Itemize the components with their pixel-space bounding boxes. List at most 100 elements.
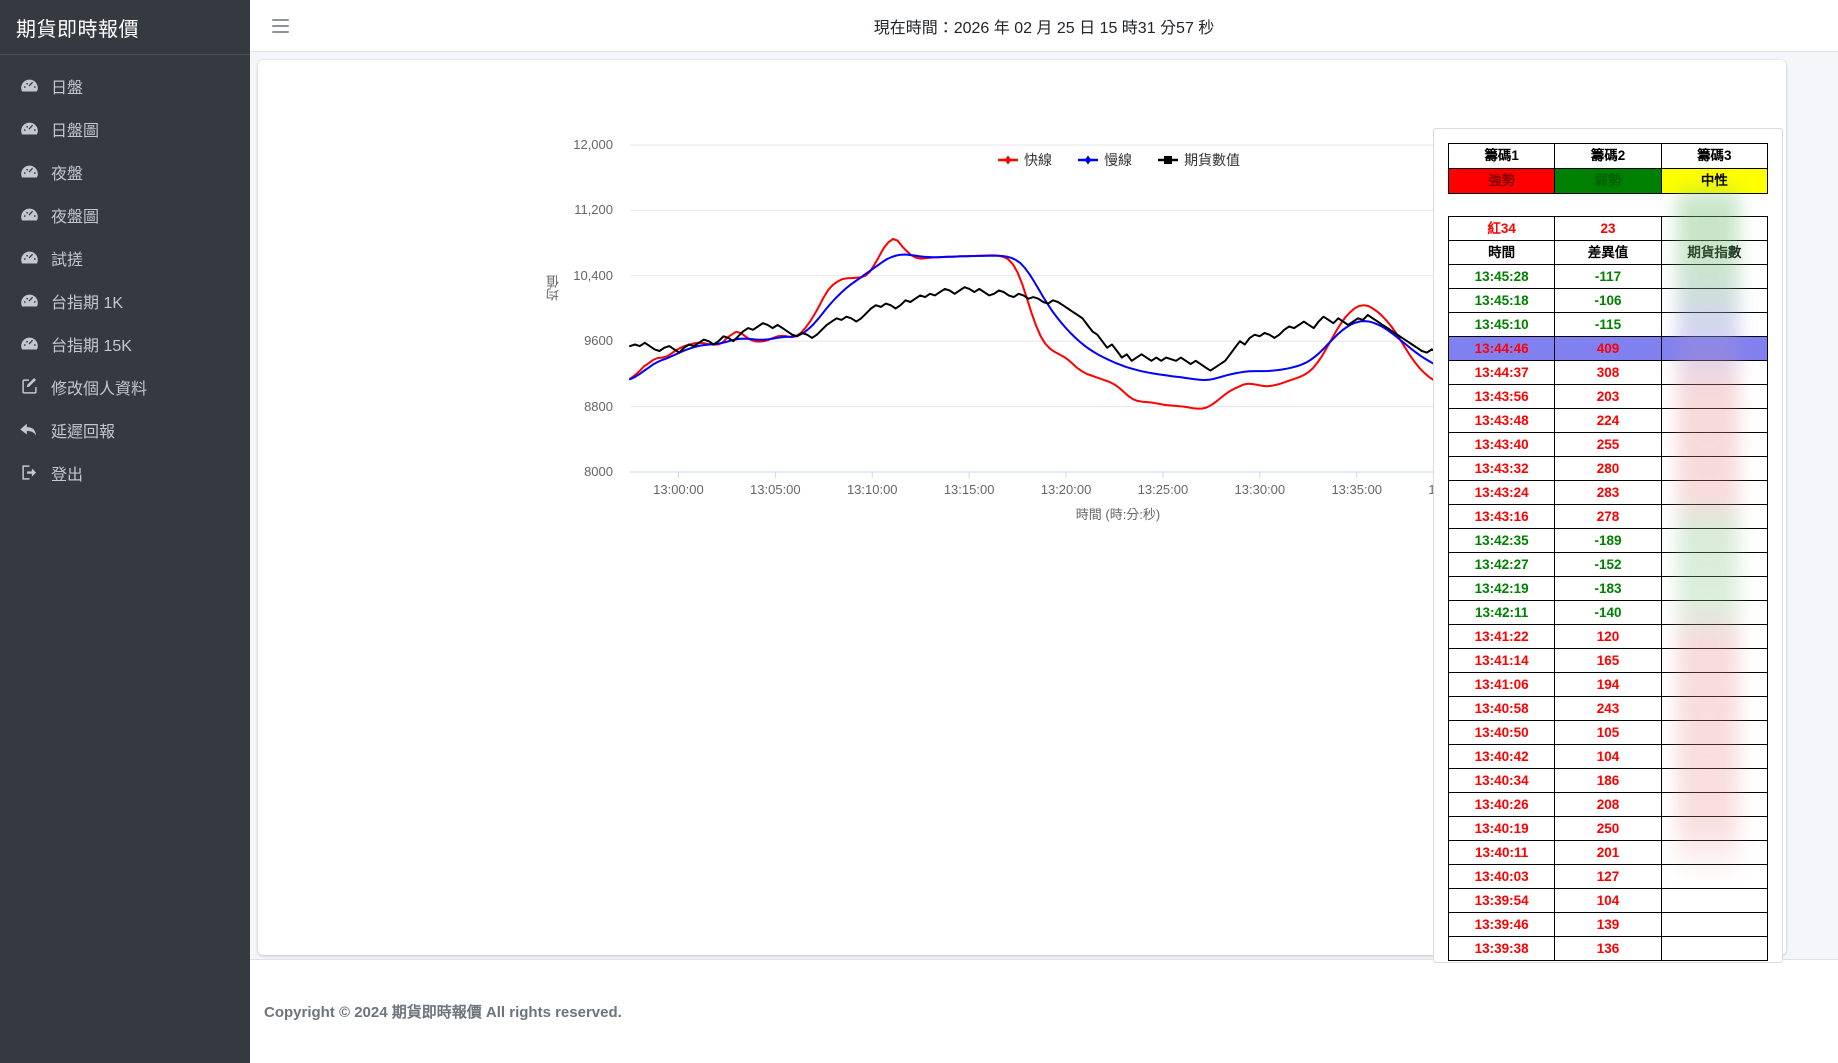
row-index [1660, 912, 1769, 937]
gauge-icon [19, 161, 40, 182]
legend-label: 期貨數值 [1184, 152, 1240, 168]
table-row[interactable]: 13:39:38 136 [1447, 936, 1769, 961]
copyright-text: Copyright © 2024 期貨即時報價 All rights reser… [264, 1004, 622, 1021]
gauge-icon [19, 204, 40, 225]
chart-legend[interactable]: 快線 慢線 期貨數值 [998, 150, 1240, 170]
row-diff: 120 [1554, 624, 1662, 649]
y-axis-left-tick: 9600 [584, 333, 613, 349]
tick-table[interactable]: 紅34 23 時間 差異值 期貨指數 13:45:28 -117 13:45:18 -106 13… [1447, 216, 1769, 961]
chip-header-2: 籌碼2 [1554, 143, 1662, 169]
sidebar-item-5[interactable]: 試搓 [8, 236, 242, 279]
summary-row: 紅34 23 [1447, 216, 1769, 241]
row-diff: 127 [1554, 864, 1662, 889]
row-diff: 278 [1554, 504, 1662, 529]
sidebar-item-label: 夜盤 [51, 165, 84, 183]
legend-symbol [1158, 156, 1178, 164]
sidebar-item-1[interactable]: 日盤 [8, 64, 242, 107]
row-time: 13:44:46 [1447, 336, 1556, 361]
chip-header-row: 籌碼1 籌碼2 籌碼3 [1447, 143, 1769, 169]
table-row[interactable]: 13:42:19 -183 [1447, 576, 1769, 601]
sidebar-item-6[interactable]: 台指期 1K [8, 279, 242, 322]
row-time: 13:40:26 [1447, 792, 1556, 817]
row-diff: 255 [1554, 432, 1662, 457]
sidebar-item-4[interactable]: 夜盤圖 [8, 193, 242, 236]
row-index [1660, 768, 1769, 793]
legend-item-2[interactable]: 慢線 [1078, 150, 1132, 170]
row-time: 13:39:46 [1447, 912, 1556, 937]
table-row[interactable]: 13:40:34 186 [1447, 768, 1769, 793]
table-row[interactable]: 13:43:40 255 [1447, 432, 1769, 457]
x-axis-tick: 13:20:00 [1040, 482, 1092, 497]
table-row[interactable]: 13:43:16 278 [1447, 504, 1769, 529]
row-time: 13:41:22 [1447, 624, 1556, 649]
table-row[interactable]: 13:45:28 -117 [1447, 264, 1769, 289]
row-index [1660, 624, 1769, 649]
row-time: 13:39:54 [1447, 888, 1556, 913]
sidebar-item-label: 試搓 [51, 251, 84, 269]
hamburger-icon[interactable] [260, 6, 300, 46]
gauge-icon [19, 75, 40, 96]
row-index [1660, 600, 1769, 625]
row-time: 13:42:27 [1447, 552, 1556, 577]
table-row[interactable]: 13:43:48 224 [1447, 408, 1769, 433]
table-row[interactable]: 13:45:10 -115 [1447, 312, 1769, 337]
table-row[interactable]: 13:44:37 308 [1447, 360, 1769, 385]
row-time: 13:43:24 [1447, 480, 1556, 505]
table-row[interactable]: 13:42:11 -140 [1447, 600, 1769, 625]
row-index [1660, 792, 1769, 817]
row-time: 13:42:35 [1447, 528, 1556, 553]
chip-panel: 籌碼1 籌碼2 籌碼3 強勢 弱勢 中性 紅34 23 時間 差異值 期貨指數 13:45:28 -1… [1433, 128, 1783, 963]
table-row[interactable]: 13:45:18 -106 [1447, 288, 1769, 313]
legend-item-1[interactable]: 快線 [998, 150, 1052, 170]
row-time: 13:40:19 [1447, 816, 1556, 841]
row-time: 13:40:42 [1447, 744, 1556, 769]
row-time: 13:40:11 [1447, 840, 1556, 865]
x-axis-tick: 13:05:00 [750, 482, 801, 497]
table-row[interactable]: 13:39:46 139 [1447, 912, 1769, 937]
chip-header-3: 籌碼3 [1660, 143, 1769, 169]
row-time: 13:43:32 [1447, 456, 1556, 481]
y-axis-left-tick: 11,200 [574, 202, 613, 218]
table-row[interactable]: 13:43:56 203 [1447, 384, 1769, 409]
row-index [1660, 408, 1769, 433]
table-row[interactable]: 13:41:06 194 [1447, 672, 1769, 697]
sidebar-nav: 日盤 日盤圖夜盤夜盤圖試搓台指期 1K 台指期 15K 修改個人資料 延遲回報登出 [0, 55, 250, 494]
table-row[interactable]: 13:40:42 104 [1447, 744, 1769, 769]
row-time: 13:43:48 [1447, 408, 1556, 433]
table-row[interactable]: 13:40:11 201 [1447, 840, 1769, 865]
table-row[interactable]: 13:44:46 409 [1447, 336, 1769, 361]
sidebar-item-label: 夜盤圖 [51, 208, 100, 226]
tick-column-header-3: 期貨指數 [1660, 240, 1769, 265]
table-row[interactable]: 13:41:22 120 [1447, 624, 1769, 649]
table-row[interactable]: 13:40:58 243 [1447, 696, 1769, 721]
table-row[interactable]: 13:40:26 208 [1447, 792, 1769, 817]
sidebar-item-label: 台指期 15K [51, 337, 132, 355]
summary-cell-2: 23 [1554, 216, 1662, 241]
table-row[interactable]: 13:42:35 -189 [1447, 528, 1769, 553]
sidebar-item-label: 登出 [51, 466, 84, 484]
sidebar-item-8[interactable]: 修改個人資料 [8, 365, 242, 408]
row-diff: 165 [1554, 648, 1662, 673]
row-time: 13:43:56 [1447, 384, 1556, 409]
table-row[interactable]: 13:40:19 250 [1447, 816, 1769, 841]
table-row[interactable]: 13:43:32 280 [1447, 456, 1769, 481]
sidebar-item-9[interactable]: 延遲回報 [8, 408, 242, 451]
row-index [1660, 360, 1769, 385]
x-axis-tick: 13:30:00 [1234, 482, 1286, 497]
table-row[interactable]: 13:41:14 165 [1447, 648, 1769, 673]
sidebar-item-label: 台指期 1K [51, 294, 124, 312]
table-row[interactable]: 13:40:03 127 [1447, 864, 1769, 889]
sidebar-item-2[interactable]: 日盤圖 [8, 107, 242, 150]
table-row[interactable]: 13:43:24 283 [1447, 480, 1769, 505]
table-row[interactable]: 13:42:27 -152 [1447, 552, 1769, 577]
table-row[interactable]: 13:40:50 105 [1447, 720, 1769, 745]
row-time: 13:40:03 [1447, 864, 1556, 889]
row-time: 13:42:19 [1447, 576, 1556, 601]
legend-item-3[interactable]: 期貨數值 [1158, 150, 1240, 170]
sidebar-item-3[interactable]: 夜盤 [8, 150, 242, 193]
sidebar-item-10[interactable]: 登出 [8, 451, 242, 494]
gauge-icon [19, 333, 40, 354]
table-row[interactable]: 13:39:54 104 [1447, 888, 1769, 913]
sidebar-item-7[interactable]: 台指期 15K [8, 322, 242, 365]
